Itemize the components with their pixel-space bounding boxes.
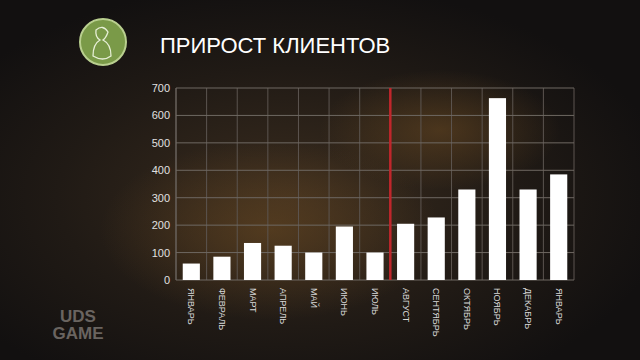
category-grid-line [574, 88, 575, 280]
grid-line [176, 115, 574, 116]
y-tick-label: 700 [152, 82, 170, 94]
category-grid-line [329, 88, 330, 280]
category-grid-line [390, 88, 391, 280]
category-grid-line [359, 88, 360, 280]
grid-line [176, 170, 574, 171]
x-tick-label: МАЙ [309, 288, 320, 308]
bar [489, 98, 506, 280]
logo [80, 19, 126, 65]
bars [183, 98, 568, 280]
category-grid-line [512, 88, 513, 280]
y-tick-label: 500 [152, 137, 170, 149]
x-tick-label: СЕНТЯБРЬ [431, 288, 441, 337]
grid-line [176, 197, 574, 198]
x-tick-label: АВГУСТ [401, 288, 411, 323]
bar [550, 174, 567, 280]
watermark-line: GAME [53, 324, 104, 343]
x-tick-label: ЯНВАРЬ [186, 288, 196, 325]
x-tick-label: НОЯБРЬ [492, 288, 502, 326]
x-tick-label: МАРТ [248, 288, 258, 313]
category-grid-line [451, 88, 452, 280]
bar [520, 189, 537, 280]
bar [213, 257, 230, 280]
bar [458, 189, 475, 280]
y-tick-label: 200 [152, 219, 170, 231]
y-tick-label: 400 [152, 164, 170, 176]
background [0, 0, 640, 360]
y-axis-line [176, 88, 177, 280]
category-grid-line [543, 88, 544, 280]
x-tick-label: ИЮНЬ [339, 288, 349, 316]
grid-line [176, 142, 574, 143]
bar [336, 227, 353, 280]
category-grid-line [176, 88, 177, 280]
x-tick-label: ОКТЯБРЬ [462, 288, 472, 330]
category-grid-line [298, 88, 299, 280]
x-tick-label: ИЮЛЬ [370, 288, 380, 315]
x-tick-label: ФЕВРАЛЬ [217, 288, 227, 330]
category-grid-line [482, 88, 483, 280]
divider-line [389, 88, 392, 280]
category-grid-line [206, 88, 207, 280]
bar [428, 217, 445, 280]
y-tick-label: 100 [152, 247, 170, 259]
category-grid-line [267, 88, 268, 280]
grid-line [176, 88, 574, 89]
logo-figure [93, 27, 111, 59]
y-tick-label: 0 [164, 274, 170, 286]
chart: ПРИРОСТ КЛИЕНТОВ 0 100 200 300 400 500 600 700 ЯН… [0, 0, 640, 360]
bar [183, 264, 200, 280]
category-grid-line [237, 88, 238, 280]
bar [366, 253, 383, 280]
title: ПРИРОСТ КЛИЕНТОВ [160, 33, 390, 58]
y-tick-label: 600 [152, 109, 170, 121]
category-grid-line [420, 88, 421, 280]
x-tick-label: ДЕКАБРЬ [523, 288, 533, 329]
bar [397, 224, 414, 280]
bar [244, 243, 261, 280]
watermark: UDSGAME [53, 307, 104, 343]
y-tick-label: 300 [152, 192, 170, 204]
chart-root: ПРИРОСТ КЛИЕНТОВ 0 100 200 300 400 500 600 700 ЯН… [0, 0, 640, 360]
bar [305, 253, 322, 280]
x-tick-label: АПРЕЛЬ [278, 288, 288, 324]
x-tick-label: ЯНВАРЬ [554, 288, 564, 325]
bar [275, 246, 292, 280]
grid-line [176, 225, 574, 226]
